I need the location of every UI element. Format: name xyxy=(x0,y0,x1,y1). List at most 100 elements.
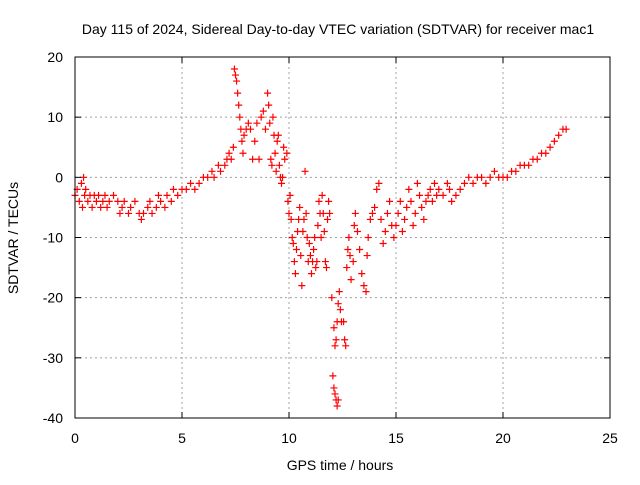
x-axis-label: GPS time / hours xyxy=(287,457,394,473)
data-point xyxy=(283,149,291,157)
data-point xyxy=(362,288,370,296)
data-point xyxy=(298,282,306,290)
data-point xyxy=(78,203,86,211)
data-point xyxy=(460,179,468,187)
data-point xyxy=(287,215,295,223)
data-point xyxy=(482,179,490,187)
y-tick-label: 20 xyxy=(47,49,63,65)
data-point xyxy=(116,209,124,217)
data-point xyxy=(161,203,169,211)
data-point xyxy=(261,125,269,133)
data-point xyxy=(246,125,254,133)
x-tick-label: 5 xyxy=(178,430,186,446)
data-point xyxy=(313,258,321,266)
data-point xyxy=(456,185,464,193)
data-point xyxy=(144,203,152,211)
data-point xyxy=(533,155,541,163)
data-point xyxy=(290,258,298,266)
points-layer xyxy=(71,65,570,410)
data-point xyxy=(232,71,239,79)
data-point xyxy=(279,173,287,181)
data-point xyxy=(371,203,379,211)
data-point xyxy=(422,197,430,205)
data-point xyxy=(381,227,389,235)
data-point xyxy=(356,246,364,254)
data-point xyxy=(486,173,494,181)
data-point xyxy=(407,197,415,205)
data-point xyxy=(413,179,421,187)
data-point xyxy=(364,234,372,241)
data-point xyxy=(307,270,315,278)
chart-title: Day 115 of 2024, Sidereal Day-to-day VTE… xyxy=(82,21,594,37)
grid-layer xyxy=(75,57,610,418)
data-point xyxy=(428,197,436,205)
data-point xyxy=(275,161,283,169)
ticks-layer: 0 5 10 15 20 25 -40 -30 -20 -10 0 10 20 xyxy=(43,49,618,446)
data-point xyxy=(105,197,113,205)
data-point xyxy=(99,197,107,205)
data-point xyxy=(353,227,361,235)
data-point xyxy=(299,227,307,235)
data-point xyxy=(187,179,195,187)
data-point xyxy=(251,137,259,145)
data-point xyxy=(351,209,359,217)
y-tick-label: 0 xyxy=(55,169,63,185)
data-point xyxy=(360,282,368,290)
data-point xyxy=(377,215,385,223)
data-point xyxy=(448,197,456,205)
data-point xyxy=(350,221,358,229)
data-point xyxy=(322,264,330,272)
data-point xyxy=(297,252,305,260)
data-point xyxy=(88,203,96,211)
data-point xyxy=(334,396,342,404)
data-point xyxy=(75,197,83,205)
data-point xyxy=(443,179,451,187)
data-point xyxy=(274,131,282,139)
data-point xyxy=(314,221,322,229)
data-point xyxy=(550,137,558,145)
data-point xyxy=(217,167,225,175)
data-point xyxy=(272,167,280,175)
data-point xyxy=(368,209,376,217)
data-point xyxy=(319,209,327,217)
data-point xyxy=(311,234,319,241)
data-point xyxy=(118,203,126,211)
data-point xyxy=(148,209,156,217)
data-point xyxy=(157,197,165,205)
data-point xyxy=(405,185,413,193)
data-point xyxy=(386,197,394,205)
data-point xyxy=(333,402,341,410)
data-point xyxy=(366,215,374,223)
data-point xyxy=(525,161,533,169)
data-point xyxy=(139,209,147,217)
data-point xyxy=(305,240,313,248)
data-point xyxy=(110,191,118,199)
data-point xyxy=(328,294,336,302)
data-point xyxy=(208,167,216,175)
y-axis-label: SDTVAR / TECUs xyxy=(5,182,21,294)
data-point xyxy=(332,336,340,344)
data-point xyxy=(346,252,354,260)
data-point xyxy=(267,155,275,163)
data-point xyxy=(285,209,293,217)
data-point xyxy=(324,215,332,223)
data-point xyxy=(331,390,339,398)
data-point xyxy=(238,137,246,145)
data-point xyxy=(229,143,237,151)
plot-frame xyxy=(74,56,611,419)
y-tick-label: -10 xyxy=(43,230,63,246)
data-point xyxy=(334,300,342,308)
data-point xyxy=(424,191,432,199)
y-tick-label: 10 xyxy=(47,109,63,125)
data-point xyxy=(383,209,391,217)
data-point xyxy=(320,227,328,235)
data-point xyxy=(465,173,473,181)
data-point xyxy=(310,246,318,254)
data-point xyxy=(235,101,243,109)
data-point xyxy=(345,234,353,241)
data-point xyxy=(411,209,419,217)
data-point xyxy=(435,185,443,193)
data-point xyxy=(284,197,292,205)
data-point xyxy=(331,342,339,350)
